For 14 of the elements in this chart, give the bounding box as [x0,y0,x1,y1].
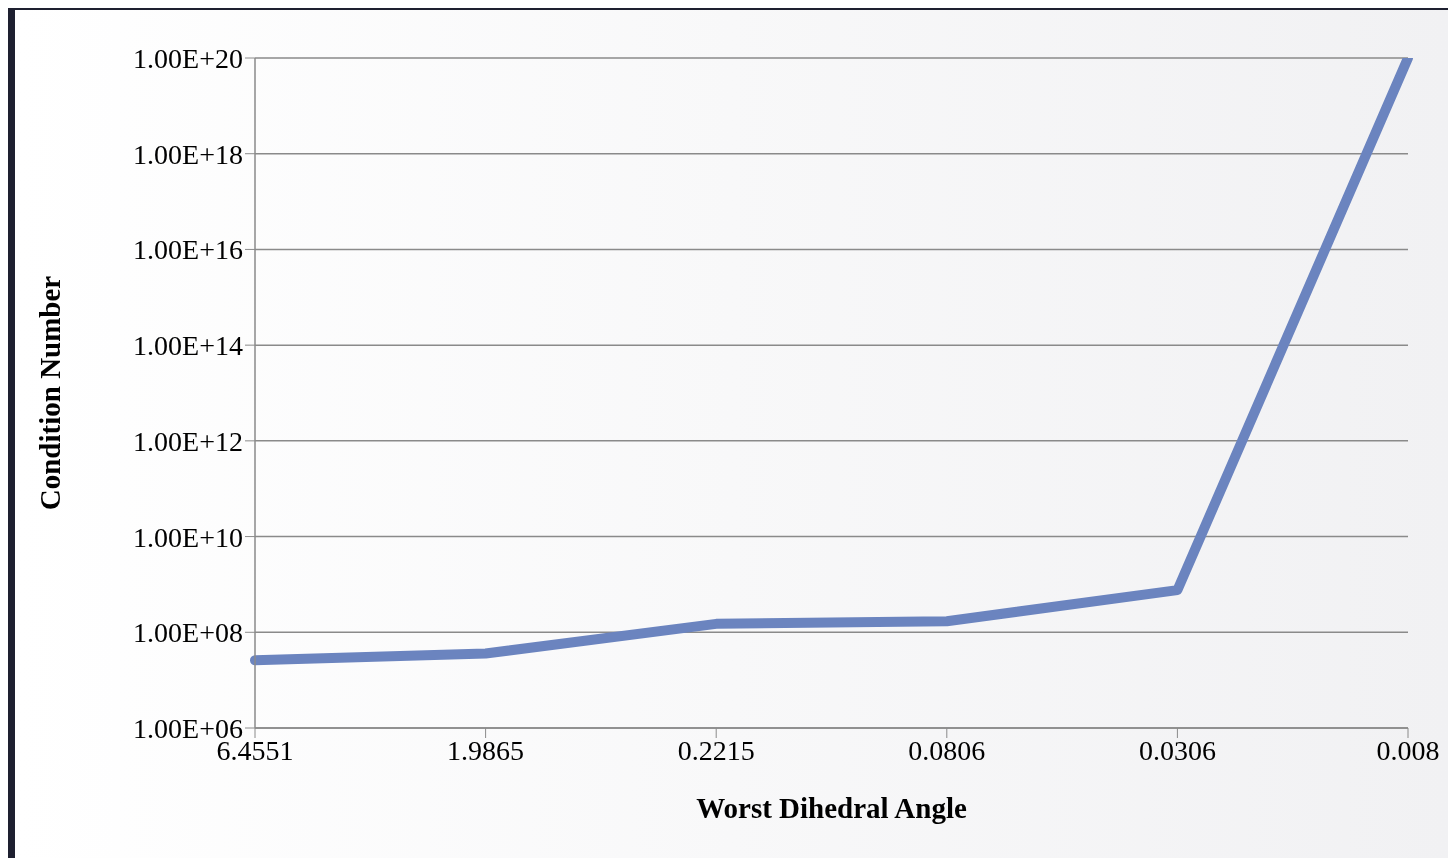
x-axis-title: Worst Dihedral Angle [696,792,967,824]
y-tick-label: 1.00E+18 [133,138,243,170]
x-tick-label: 1.9865 [447,734,525,766]
x-tick-label: 0.2215 [677,734,755,766]
y-tick-label: 1.00E+12 [133,425,243,457]
x-tick-label: 0.0806 [908,734,986,766]
y-axis-title: Condition Number [34,275,67,511]
x-tick-label: 0.008 [1376,734,1440,766]
y-tick-label: 1.00E+16 [133,234,243,266]
y-tick-label: 1.00E+14 [133,330,243,362]
y-tick-label: 1.00E+20 [133,42,243,74]
y-tick-label: 1.00E+08 [133,617,243,649]
y-tick-label: 1.00E+10 [133,521,243,553]
x-tick-label: 0.0306 [1138,734,1216,766]
